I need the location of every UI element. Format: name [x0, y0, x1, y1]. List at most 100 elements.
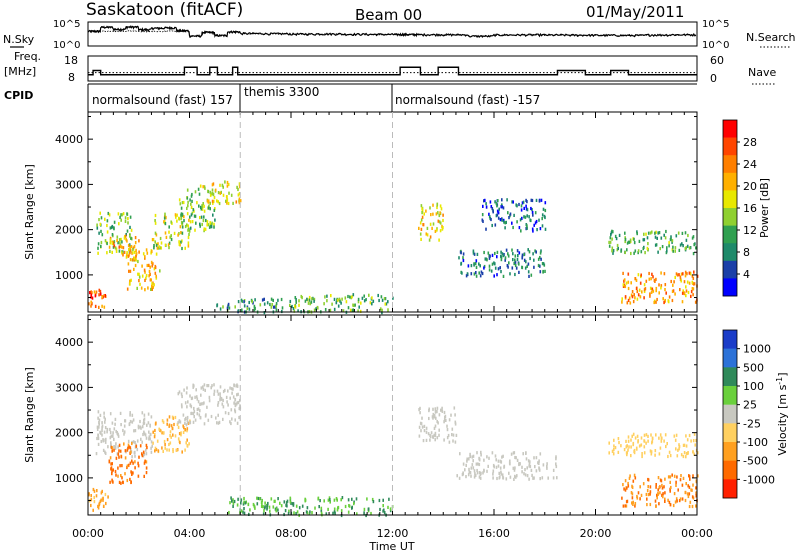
velocity-cell [325, 512, 328, 516]
velocity-cell [123, 424, 126, 428]
power-cell [691, 236, 694, 240]
velocity-cell [530, 468, 533, 472]
power-cell [189, 215, 191, 219]
power-cell [169, 235, 171, 239]
power-cell [97, 246, 99, 250]
velocity-cell [477, 462, 479, 466]
power-cell [168, 241, 171, 245]
velocity-cell [152, 441, 154, 445]
power-cell [672, 249, 674, 253]
time-tick-label: 12:00 [377, 527, 409, 540]
velocity-cell [230, 408, 233, 412]
velocity-cell [495, 465, 498, 469]
velocity-cell [277, 508, 279, 512]
power-cell [442, 218, 444, 223]
power-cell [137, 259, 139, 264]
power-cell [651, 272, 653, 276]
velocity-cell [99, 413, 102, 417]
velocity-colorbar-label: -1000 [743, 473, 775, 486]
power-cell [133, 267, 135, 271]
power-cell [182, 200, 185, 205]
velocity-cell [428, 416, 430, 421]
power-cell [529, 218, 531, 222]
power-cell [436, 205, 438, 210]
power-cell [153, 246, 155, 250]
velocity-title-unit: [m s [776, 384, 789, 409]
power-cell [190, 205, 193, 209]
power-cell [627, 298, 630, 302]
power-cell [618, 233, 621, 237]
velocity-cell [688, 474, 690, 478]
velocity-cell [474, 473, 477, 477]
velocity-cell [438, 433, 440, 437]
power-cell [487, 251, 490, 255]
velocity-cell [319, 499, 321, 503]
power-cell [98, 305, 100, 309]
velocity-cell [143, 461, 146, 465]
velocity-cell [642, 482, 645, 486]
velocity-cell [233, 401, 235, 405]
velocity-cell [681, 483, 684, 487]
velocity-cell [637, 440, 639, 444]
velocity-cell [102, 496, 104, 500]
velocity-cell [636, 447, 638, 451]
velocity-cell [132, 471, 134, 475]
velocity-cell [237, 400, 240, 405]
power-cell [248, 300, 250, 305]
power-cell [648, 271, 650, 276]
noise-series [87, 25, 697, 39]
velocity-cell [151, 444, 153, 448]
power-cell [670, 237, 672, 241]
power-cell [614, 234, 617, 238]
power-cell [501, 218, 503, 222]
power-cell [655, 230, 657, 234]
velocity-cell [145, 466, 148, 470]
power-cell [109, 241, 112, 245]
velocity-cell [659, 433, 662, 437]
power-cell [175, 215, 177, 219]
velocity-cell [145, 436, 148, 440]
power-cell [497, 216, 500, 220]
velocity-cell [111, 472, 113, 476]
velocity-cell [479, 476, 482, 480]
velocity-cell [675, 483, 677, 487]
velocity-cell [190, 411, 192, 416]
power-cell [419, 232, 422, 236]
velocity-cell [200, 386, 203, 390]
power-cell [323, 302, 325, 306]
power-cell [384, 302, 387, 306]
power-cell [361, 296, 364, 300]
velocity-cell [627, 481, 629, 486]
velocity-cell [500, 460, 503, 464]
velocity-cell [237, 497, 239, 501]
power-cell [96, 223, 98, 227]
power-cell [679, 243, 682, 247]
velocity-cell [217, 403, 219, 407]
velocity-cell [678, 443, 680, 447]
velocity-cell [679, 478, 682, 482]
power-cell [180, 240, 182, 244]
velocity-cell [450, 413, 452, 417]
velocity-cell [516, 458, 519, 462]
power-cell [688, 246, 691, 250]
velocity-cell [340, 498, 342, 502]
velocity-cell [191, 396, 194, 400]
velocity-cell [541, 476, 544, 480]
power-cell [363, 294, 365, 298]
power-cell [123, 250, 126, 254]
velocity-cell [628, 445, 630, 449]
velocity-cell [117, 474, 119, 478]
velocity-cell [242, 502, 245, 506]
velocity-cell [630, 445, 632, 449]
power-cell [344, 296, 347, 300]
velocity-cell [311, 511, 313, 515]
power-cell [135, 248, 137, 252]
velocity-cell [101, 421, 103, 425]
velocity-cell [176, 422, 179, 426]
velocity-cell [658, 452, 661, 456]
power-cell [674, 292, 676, 296]
velocity-cell [102, 438, 104, 442]
velocity-cell [433, 413, 436, 418]
power-cell [511, 200, 513, 204]
